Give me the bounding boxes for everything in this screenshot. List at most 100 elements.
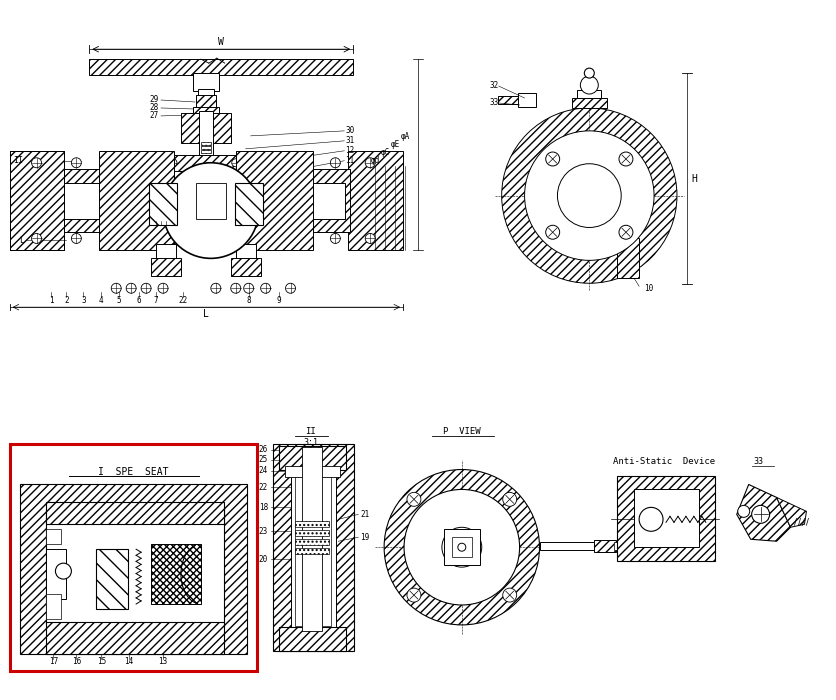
Bar bbox=[451, 538, 472, 557]
Circle shape bbox=[141, 284, 150, 293]
Text: 10: 10 bbox=[644, 284, 653, 293]
Bar bbox=[96, 550, 128, 609]
Text: 3: 3 bbox=[81, 295, 85, 304]
Circle shape bbox=[619, 225, 632, 239]
Bar bbox=[295, 539, 329, 545]
Text: 5: 5 bbox=[117, 295, 121, 304]
Text: 31: 31 bbox=[345, 136, 354, 146]
Circle shape bbox=[243, 284, 253, 293]
Text: II: II bbox=[304, 427, 315, 436]
Bar bbox=[295, 461, 331, 626]
Bar bbox=[517, 93, 535, 107]
Circle shape bbox=[502, 492, 516, 506]
Bar bbox=[614, 542, 621, 550]
Bar bbox=[201, 146, 211, 149]
Bar bbox=[197, 89, 213, 97]
Circle shape bbox=[285, 284, 295, 293]
Circle shape bbox=[364, 234, 375, 244]
Text: P  VIEW: P VIEW bbox=[442, 427, 480, 436]
Circle shape bbox=[404, 489, 519, 605]
Polygon shape bbox=[736, 484, 789, 541]
Circle shape bbox=[737, 505, 749, 517]
Text: 25: 25 bbox=[258, 455, 268, 464]
Circle shape bbox=[619, 152, 632, 166]
Text: 18: 18 bbox=[258, 503, 268, 512]
Text: L: L bbox=[202, 309, 208, 319]
Bar bbox=[166, 155, 246, 171]
Text: Anti-Static  Device: Anti-Static Device bbox=[612, 457, 714, 466]
Circle shape bbox=[441, 527, 482, 567]
Text: II: II bbox=[13, 156, 23, 165]
Polygon shape bbox=[776, 498, 806, 527]
Bar bbox=[201, 142, 211, 145]
Text: L: L bbox=[19, 236, 24, 245]
Circle shape bbox=[111, 284, 121, 293]
Text: 17: 17 bbox=[48, 657, 58, 666]
Circle shape bbox=[232, 159, 239, 167]
Text: 2: 2 bbox=[64, 295, 69, 304]
Text: 20: 20 bbox=[258, 554, 268, 564]
Bar bbox=[539, 542, 597, 550]
Bar bbox=[278, 627, 346, 651]
Bar bbox=[192, 107, 218, 119]
Circle shape bbox=[32, 234, 42, 244]
Text: 22: 22 bbox=[258, 483, 268, 492]
Circle shape bbox=[584, 68, 594, 78]
Text: 30: 30 bbox=[345, 127, 354, 135]
Text: 11: 11 bbox=[345, 156, 354, 165]
Bar bbox=[295, 548, 329, 554]
Text: 33: 33 bbox=[489, 99, 498, 108]
Text: 26: 26 bbox=[258, 445, 268, 454]
Bar bbox=[273, 444, 354, 651]
Bar bbox=[284, 466, 340, 477]
Bar bbox=[234, 183, 263, 225]
Bar bbox=[290, 454, 336, 631]
Circle shape bbox=[502, 588, 516, 602]
Text: φE: φE bbox=[390, 140, 400, 149]
Bar bbox=[47, 503, 223, 524]
Circle shape bbox=[71, 158, 81, 168]
Bar bbox=[577, 90, 600, 98]
Circle shape bbox=[545, 152, 559, 166]
Bar bbox=[64, 183, 174, 218]
Text: 1: 1 bbox=[49, 295, 54, 304]
Text: H: H bbox=[690, 174, 696, 183]
Circle shape bbox=[158, 284, 168, 293]
Bar bbox=[10, 150, 64, 251]
Circle shape bbox=[557, 164, 620, 228]
Text: I  SPE  SEAT: I SPE SEAT bbox=[98, 466, 168, 477]
Text: 22: 22 bbox=[178, 295, 187, 304]
Bar bbox=[47, 550, 66, 599]
Text: 14: 14 bbox=[125, 657, 134, 666]
Circle shape bbox=[126, 284, 136, 293]
Text: 9: 9 bbox=[276, 295, 281, 304]
Bar bbox=[47, 510, 223, 624]
Bar bbox=[10, 150, 64, 251]
Circle shape bbox=[211, 284, 221, 293]
Bar bbox=[584, 73, 593, 81]
Circle shape bbox=[163, 162, 258, 258]
Bar bbox=[312, 169, 349, 232]
Circle shape bbox=[71, 234, 81, 244]
Bar bbox=[348, 150, 403, 251]
Bar bbox=[572, 98, 607, 108]
Bar bbox=[295, 522, 329, 527]
Text: 21: 21 bbox=[359, 510, 369, 519]
Text: 27: 27 bbox=[149, 111, 158, 120]
Bar bbox=[295, 531, 329, 536]
Bar bbox=[236, 244, 255, 260]
Bar bbox=[302, 447, 322, 631]
Text: 33: 33 bbox=[752, 457, 762, 466]
Bar bbox=[10, 444, 257, 671]
Text: 28: 28 bbox=[149, 104, 158, 113]
Bar bbox=[47, 529, 61, 544]
Bar bbox=[616, 477, 714, 561]
Circle shape bbox=[330, 158, 340, 168]
Text: 4: 4 bbox=[99, 295, 104, 304]
Text: φA: φA bbox=[400, 132, 409, 141]
Text: 7: 7 bbox=[154, 295, 158, 304]
Text: 29: 29 bbox=[149, 95, 158, 104]
Circle shape bbox=[579, 76, 598, 94]
Circle shape bbox=[55, 564, 71, 579]
Bar bbox=[236, 183, 345, 218]
